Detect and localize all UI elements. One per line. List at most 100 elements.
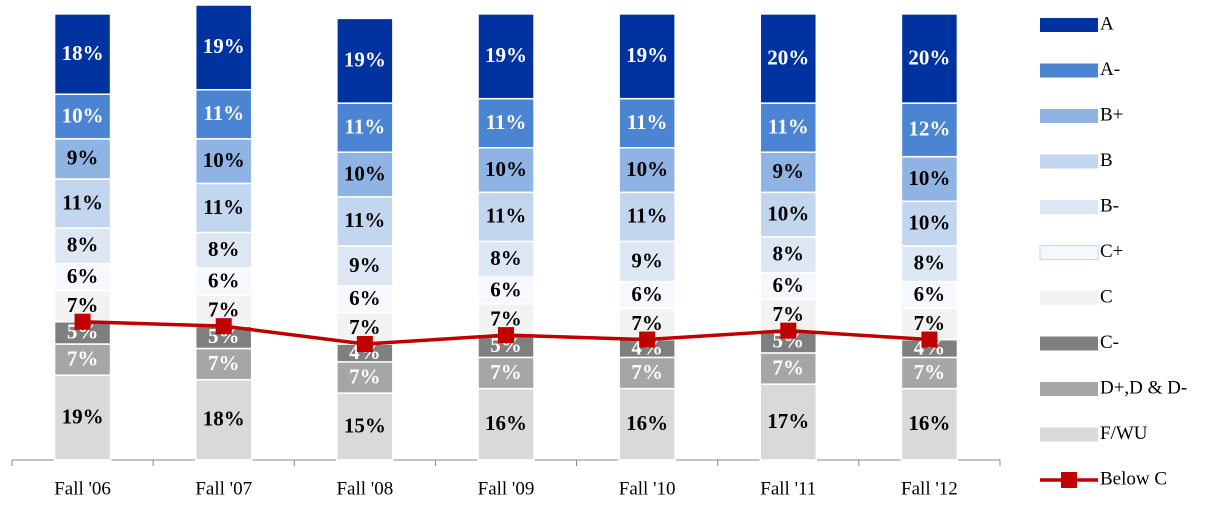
- data-label: 10%: [485, 157, 527, 181]
- bar-segment: [336, 102, 394, 153]
- bar-segment: [759, 236, 818, 274]
- data-label: 10%: [203, 148, 245, 172]
- data-label: 11%: [627, 204, 668, 228]
- line-marker: [639, 331, 656, 348]
- bar-segment: [477, 13, 535, 100]
- data-label: 17%: [767, 409, 809, 433]
- data-label: 7%: [490, 360, 522, 384]
- legend-swatch: [1040, 63, 1098, 78]
- bar-segment: [618, 280, 676, 310]
- data-label: 8%: [208, 237, 240, 261]
- data-label: 10%: [62, 103, 104, 127]
- data-label: 7%: [67, 346, 99, 370]
- data-label: 19%: [203, 34, 245, 58]
- line-marker: [74, 313, 91, 330]
- bar-segment: [336, 17, 394, 104]
- data-label: 7%: [773, 355, 805, 379]
- legend-label: B+: [1100, 104, 1123, 125]
- bar-segment: [336, 245, 394, 287]
- bar-segment: [900, 13, 959, 104]
- data-label: 9%: [67, 146, 99, 170]
- x-tick-label: Fall '11: [760, 478, 816, 499]
- data-label: 9%: [773, 159, 805, 183]
- data-label: 6%: [349, 286, 381, 310]
- data-label: 6%: [490, 277, 522, 301]
- x-tick-label: Fall '10: [619, 478, 676, 499]
- data-label: 6%: [773, 273, 805, 297]
- data-label: 7%: [914, 360, 946, 384]
- data-label: 7%: [208, 351, 240, 375]
- data-label: 10%: [908, 166, 950, 190]
- bar-segment: [618, 146, 676, 194]
- bar-segment: [336, 151, 394, 198]
- bar-segment: [900, 102, 959, 158]
- bar-segment: [759, 191, 818, 238]
- legend-swatch: [1040, 200, 1098, 214]
- x-tick-label: Fall '07: [195, 478, 252, 499]
- x-tick-label: Fall '12: [901, 478, 958, 499]
- legend-label: B-: [1100, 195, 1119, 216]
- bar-segment: [194, 182, 253, 234]
- data-label: 16%: [485, 411, 527, 435]
- data-label: 19%: [344, 48, 386, 72]
- bar-segment: [53, 13, 112, 95]
- bar-segment: [336, 361, 394, 394]
- data-label: 19%: [626, 43, 668, 67]
- line-marker: [498, 327, 514, 344]
- bar-segment: [336, 285, 394, 314]
- bar-segment: [53, 227, 112, 265]
- bar-segment: [194, 4, 253, 91]
- bar-segment: [194, 89, 253, 140]
- legend-swatch: [1040, 291, 1098, 305]
- line-marker: [780, 322, 797, 339]
- legend-label: A: [1100, 13, 1114, 34]
- data-label: 10%: [767, 201, 809, 225]
- data-label: 19%: [485, 43, 527, 67]
- data-label: 12%: [908, 117, 950, 141]
- data-label: 9%: [631, 248, 663, 272]
- data-label: 19%: [62, 404, 104, 428]
- line-marker: [356, 336, 373, 353]
- bar-segment: [618, 387, 676, 461]
- x-tick-label: Fall '08: [336, 478, 393, 499]
- bar-segment: [759, 271, 818, 301]
- data-label: 20%: [908, 45, 950, 69]
- bar-segment: [194, 231, 253, 269]
- data-label: 11%: [344, 114, 385, 138]
- legend-swatch: [1040, 427, 1098, 442]
- data-label: 10%: [626, 157, 668, 181]
- data-label: 7%: [490, 306, 522, 330]
- data-label: 9%: [349, 253, 381, 277]
- bar-segment: [477, 276, 535, 305]
- data-label: 8%: [773, 242, 805, 266]
- bar-segment: [759, 383, 818, 461]
- bar-segment: [618, 240, 676, 283]
- legend-swatch: [1040, 109, 1098, 123]
- bar-segment: [194, 347, 253, 381]
- line-marker: [921, 331, 938, 348]
- bar-segment: [900, 387, 959, 461]
- data-label: 20%: [767, 45, 809, 69]
- bar-segment: [618, 356, 676, 390]
- data-label: 11%: [486, 204, 527, 228]
- legend-label: C: [1100, 286, 1113, 307]
- legend-label: B: [1100, 150, 1113, 171]
- bar-segment: [53, 262, 112, 292]
- data-label: 8%: [914, 251, 946, 275]
- bar-segment: [900, 155, 959, 203]
- data-label: 11%: [486, 110, 527, 134]
- data-label: 11%: [768, 114, 809, 138]
- x-tick-label: Fall '06: [54, 478, 111, 499]
- bar-segment: [759, 13, 818, 104]
- legend-swatch: [1039, 245, 1099, 260]
- bar-segment: [477, 146, 535, 194]
- bar-segment: [759, 102, 818, 153]
- data-label: 6%: [631, 282, 663, 306]
- legend-label: D+,D & D-: [1100, 377, 1187, 398]
- data-label: 11%: [62, 190, 103, 214]
- bar-segment: [53, 93, 112, 140]
- data-label: 7%: [631, 311, 663, 335]
- data-label: 11%: [203, 195, 244, 219]
- bar-segment: [618, 13, 676, 100]
